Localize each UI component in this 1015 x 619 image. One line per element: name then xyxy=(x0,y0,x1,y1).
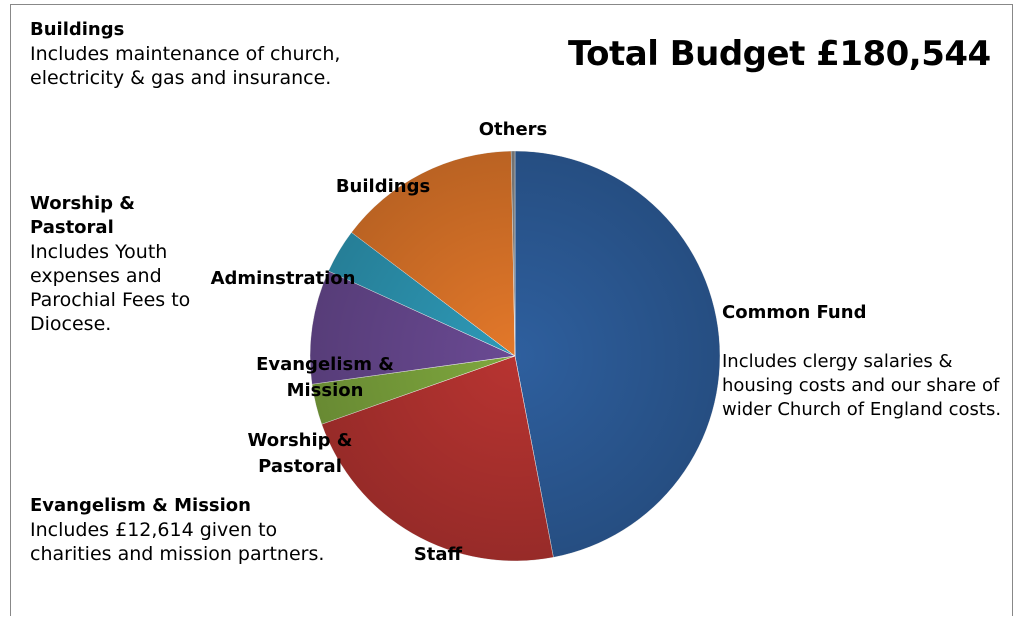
note-buildings-heading: Buildings xyxy=(30,19,125,40)
common-fund-description: Includes clergy salaries & housing costs… xyxy=(722,351,1002,420)
note-worship-text: Includes Youth expenses and Parochial Fe… xyxy=(30,241,191,335)
slice-label-others: Others xyxy=(479,119,548,140)
slice-label-adminstration: Adminstration xyxy=(211,268,356,289)
note-buildings-text: Includes maintenance of church, electric… xyxy=(30,43,341,89)
note-worship: Worship & Pastoral Includes Youth expens… xyxy=(30,192,230,336)
slice-label-buildings: Buildings xyxy=(336,176,430,197)
pie-slice-common-fund xyxy=(514,150,721,558)
note-worship-heading: Worship & Pastoral xyxy=(30,193,136,238)
slice-label-worship-pastoral: Worship & Pastoral xyxy=(247,430,352,477)
note-buildings: Buildings Includes maintenance of church… xyxy=(30,18,360,90)
common-fund-label: Common Fund xyxy=(722,302,867,323)
slice-label-evangelism-mission: Evangelism & Mission xyxy=(256,354,394,401)
note-evangelism: Evangelism & Mission Includes £12,614 gi… xyxy=(30,494,330,566)
note-evangelism-text: Includes £12,614 given to charities and … xyxy=(30,519,325,565)
note-evangelism-heading: Evangelism & Mission xyxy=(30,495,251,516)
chart-frame xyxy=(10,4,1013,616)
chart-title: Total Budget £180,544 xyxy=(568,34,991,74)
slice-label-staff: Staff xyxy=(414,544,463,565)
